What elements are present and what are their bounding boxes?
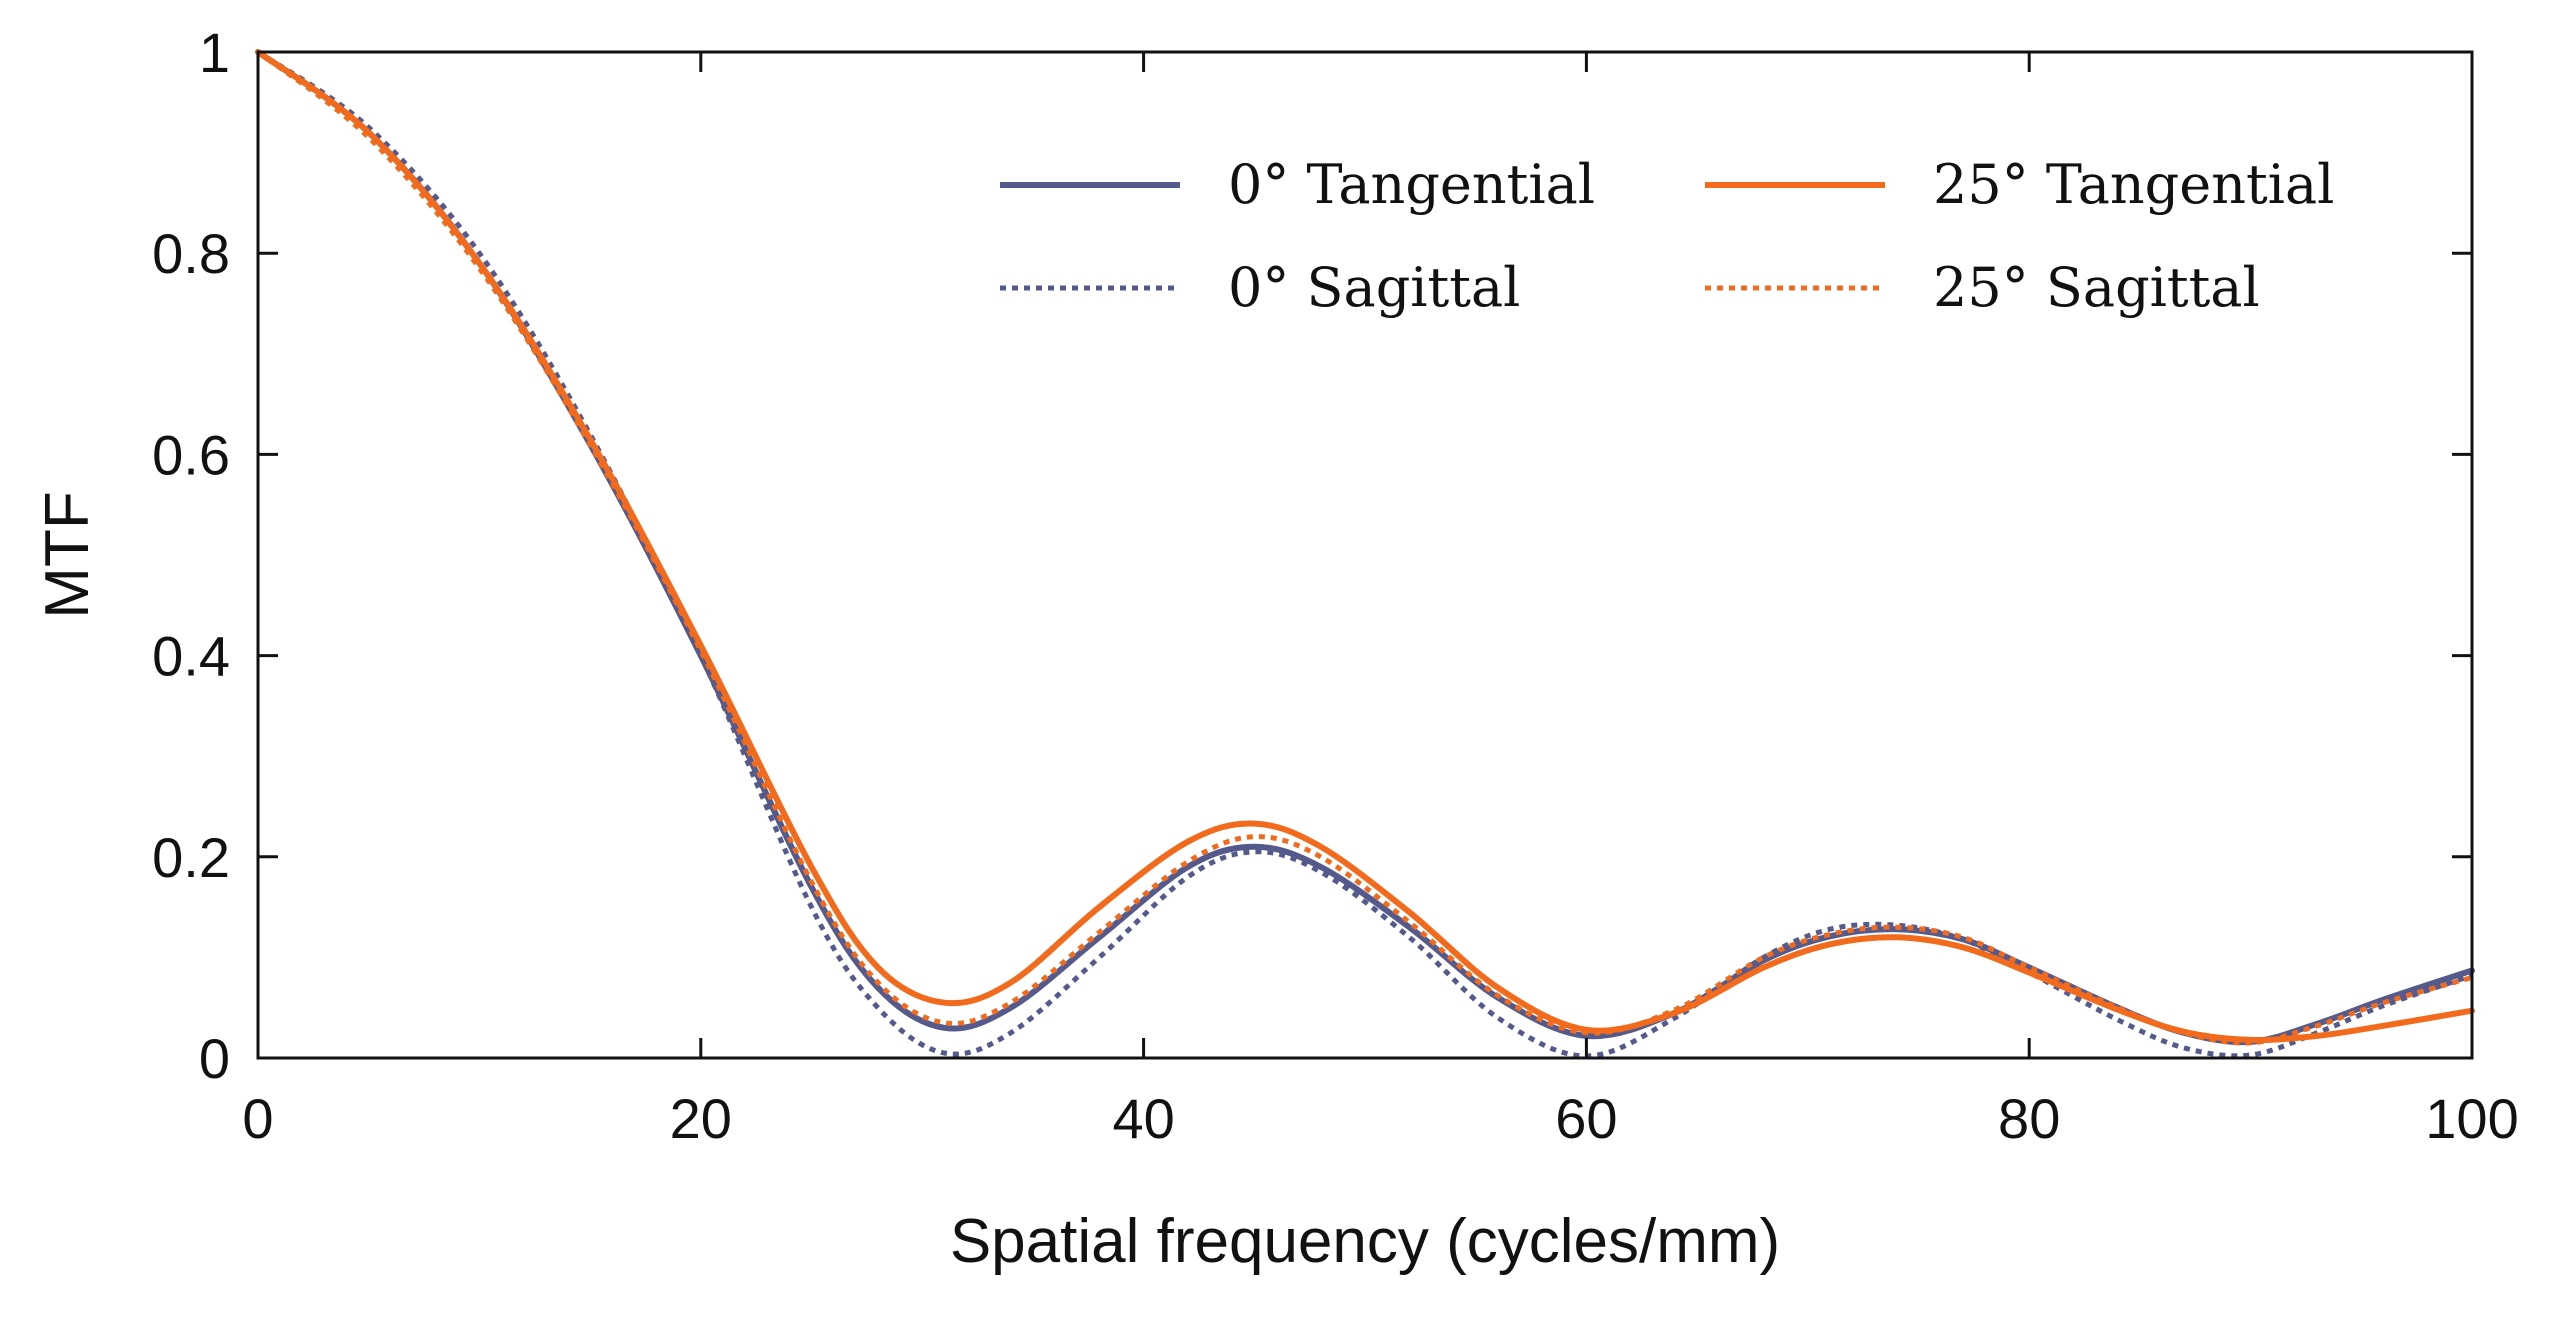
legend-label: 25° Tangential (1933, 153, 2334, 216)
x-tick-label: 20 (670, 1087, 732, 1150)
y-tick-label: 0 (199, 1027, 230, 1090)
plot-frame (256, 50, 2474, 1060)
y-tick-label: 0.6 (152, 423, 230, 486)
x-tick-label: 60 (1555, 1087, 1617, 1150)
y-axis-title: MTF (33, 491, 102, 618)
y-tick-label: 1 (199, 21, 230, 84)
legend-label: 25° Sagittal (1933, 256, 2260, 319)
axis-ticks (256, 50, 2474, 1060)
x-tick-label: 100 (2425, 1087, 2518, 1150)
legend-label: 0° Tangential (1228, 153, 1595, 216)
y-tick-label: 0.8 (152, 222, 230, 285)
legend: 0° Tangential 0° Sagittal 25° Tangential 25… (1000, 153, 2334, 319)
y-tick-label: 0.4 (152, 625, 230, 688)
series-curves (255, 49, 2475, 1059)
x-tick-label: 40 (1112, 1087, 1174, 1150)
y-tick-label: 0.2 (152, 826, 230, 889)
x-tick-label: 0 (242, 1087, 273, 1150)
legend-label: 0° Sagittal (1228, 256, 1520, 319)
x-axis-title: Spatial frequency (cycles/mm) (950, 1207, 1780, 1276)
x-tick-label: 80 (1998, 1087, 2060, 1150)
axis-tick-labels: 0 20 40 60 80 100 0 0.2 0.4 0.6 0.8 1 (152, 21, 2519, 1150)
series-line-3 (255, 49, 2475, 1044)
